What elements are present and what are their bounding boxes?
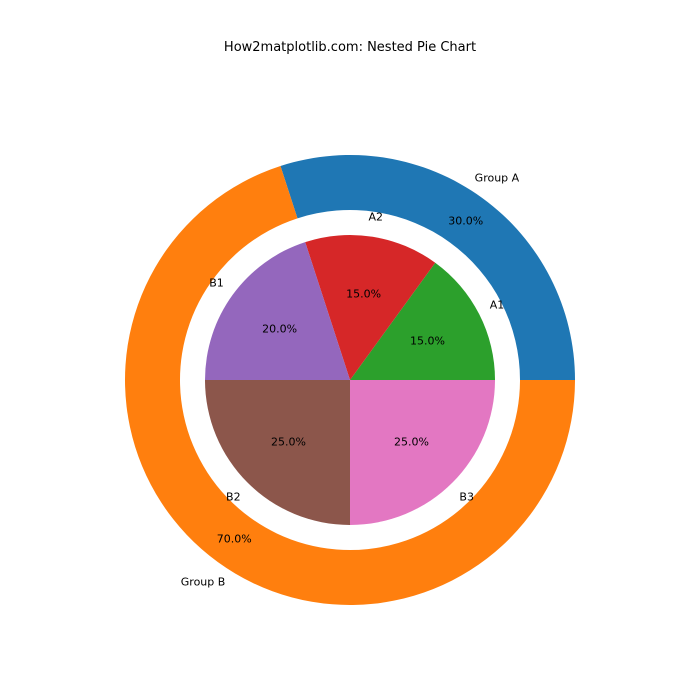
pie-svg (0, 0, 700, 700)
nested-pie-chart: How2matplotlib.com: Nested Pie Chart Gro… (0, 0, 700, 700)
